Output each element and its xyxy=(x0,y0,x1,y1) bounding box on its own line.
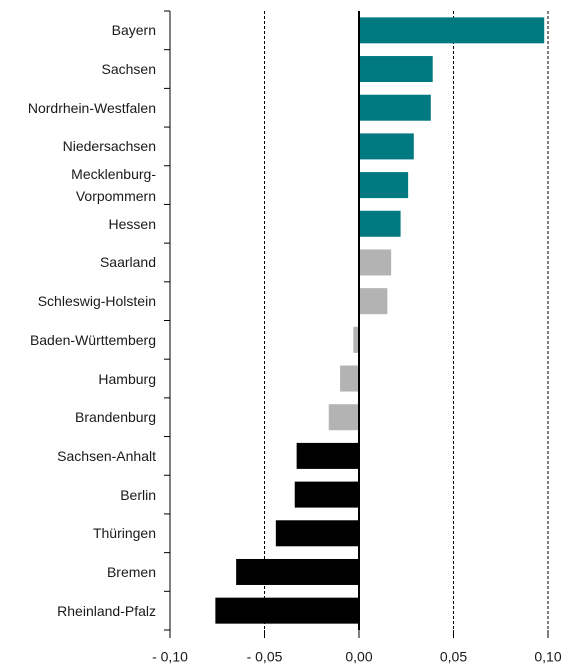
bar xyxy=(359,133,414,160)
y-tick-label: Thüringen xyxy=(92,525,156,542)
y-tick-label: Bayern xyxy=(111,22,156,39)
y-tick-label: Brandenburg xyxy=(75,409,156,426)
bar xyxy=(359,17,545,44)
y-tick-label: Rheinland-Pfalz xyxy=(57,602,156,619)
bar xyxy=(359,288,388,315)
bar xyxy=(353,326,359,353)
y-tick-label: Sachsen xyxy=(101,61,156,78)
bar xyxy=(359,94,431,121)
y-tick-label: Hamburg xyxy=(98,370,156,387)
y-tick-label: Berlin xyxy=(120,486,156,503)
x-tick-label: 0,00 xyxy=(345,649,372,665)
x-tick-label: 0,10 xyxy=(534,649,561,665)
bar xyxy=(294,481,359,508)
y-tick-label: Saarland xyxy=(99,254,156,271)
bar xyxy=(275,520,359,547)
x-tick-label: 0,05 xyxy=(440,649,467,665)
bar xyxy=(359,172,409,199)
bar xyxy=(359,249,392,276)
bar xyxy=(236,558,359,585)
bar xyxy=(359,210,401,237)
bar xyxy=(328,404,359,431)
bar xyxy=(340,365,359,392)
y-tick-label: Hessen xyxy=(108,215,156,232)
y-tick-label: Schleswig-Holstein xyxy=(37,293,156,310)
y-tick-label: Bremen xyxy=(106,563,156,580)
y-tick-label: Sachsen-Anhalt xyxy=(57,447,156,464)
bar xyxy=(215,597,359,624)
bar xyxy=(359,56,433,83)
y-tick-label: Niedersachsen xyxy=(62,138,156,155)
y-tick-label: Mecklenburg- Vorpommern xyxy=(71,166,156,205)
y-tick-label: Baden-Württemberg xyxy=(29,331,156,348)
bar xyxy=(296,442,359,469)
x-tick-label: - 0,05 xyxy=(247,649,283,665)
y-tick-label: Nordrhein-Westfalen xyxy=(27,99,156,116)
x-tick-label: - 0,10 xyxy=(152,649,188,665)
